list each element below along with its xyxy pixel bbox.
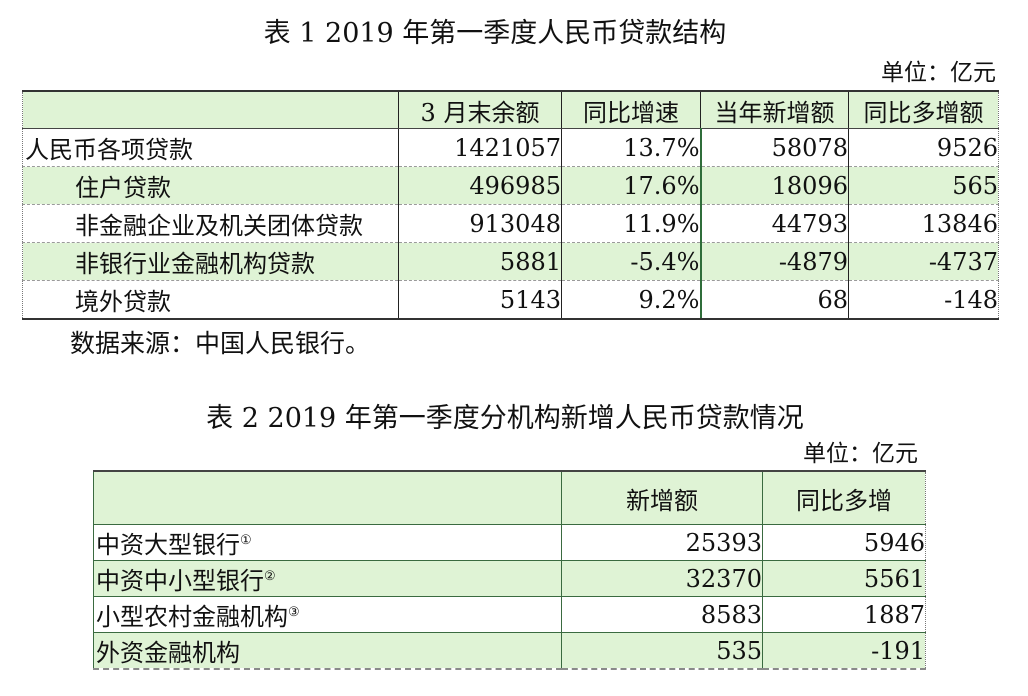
cell-balance: 913048	[398, 204, 562, 243]
table1-title: 表 1 2019 年第一季度人民币贷款结构	[263, 18, 727, 49]
row-name: 境外贷款	[22, 280, 399, 320]
cell-new: 8583	[561, 596, 763, 633]
cell-new: 32370	[561, 560, 763, 597]
cell-new: -4879	[700, 242, 849, 281]
cell-yoy-more: 5946	[762, 524, 926, 561]
cell-growth: 9.2%	[561, 280, 702, 320]
footnote-marker: ①	[240, 533, 252, 548]
row-name: 中资大型银行①	[93, 524, 562, 561]
cell-new: 25393	[561, 524, 763, 561]
table-row: 人民币各项贷款 1421057 13.7% 58078 9526	[22, 128, 999, 167]
table1-source: 数据来源：中国人民银行。	[70, 329, 371, 358]
cell-balance: 5143	[398, 280, 562, 320]
table1-header-row: 3 月末余额 同比增速 当年新增额 同比多增额	[22, 90, 999, 129]
table2-header-row: 新增额 同比多增	[93, 470, 926, 525]
table1-header-growth: 同比增速	[561, 90, 701, 129]
cell-growth: 13.7%	[561, 128, 702, 167]
cell-new: 18096	[700, 166, 849, 205]
row-name-text: 中资大型银行	[96, 531, 240, 559]
table2: 新增额 同比多增 中资大型银行① 25393 5946 中资中小型银行② 323…	[93, 470, 926, 670]
table-row: 外资金融机构 535 -191	[93, 632, 926, 670]
table1-header-yoy-more: 同比多增额	[848, 90, 999, 129]
cell-balance: 496985	[398, 166, 562, 205]
table-row: 中资大型银行① 25393 5946	[93, 524, 926, 561]
table1-unit: 单位：亿元	[881, 60, 996, 86]
row-name: 中资中小型银行②	[93, 560, 562, 597]
table1-header-blank	[22, 90, 399, 129]
cell-new: 68	[700, 280, 849, 320]
cell-yoy-more: 1887	[762, 596, 926, 633]
cell-growth: 17.6%	[561, 166, 702, 205]
row-name: 外资金融机构	[93, 632, 562, 670]
cell-yoy-more: 9526	[848, 128, 999, 167]
cell-new: 44793	[700, 204, 849, 243]
cell-yoy-more: -191	[762, 632, 926, 670]
table-row: 境外贷款 5143 9.2% 68 -148	[22, 280, 999, 320]
row-name: 非金融企业及机关团体贷款	[22, 204, 399, 243]
row-name-text: 小型农村金融机构	[96, 603, 288, 631]
table2-header-blank	[93, 470, 562, 525]
table1-header-new: 当年新增额	[700, 90, 849, 129]
cell-yoy-more: -148	[848, 280, 999, 320]
table2-title: 表 2 2019 年第一季度分机构新增人民币贷款情况	[206, 403, 804, 434]
cell-yoy-more: -4737	[848, 242, 999, 281]
table-row: 中资中小型银行② 32370 5561	[93, 560, 926, 597]
cell-balance: 1421057	[398, 128, 562, 167]
cell-yoy-more: 13846	[848, 204, 999, 243]
table-row: 住户贷款 496985 17.6% 18096 565	[22, 166, 999, 205]
cell-growth: -5.4%	[561, 242, 702, 281]
cell-new: 58078	[700, 128, 849, 167]
row-name-text: 中资中小型银行	[96, 567, 264, 595]
row-name: 非银行业金融机构贷款	[22, 242, 399, 281]
cell-growth: 11.9%	[561, 204, 702, 243]
table1-header-balance: 3 月末余额	[398, 90, 562, 129]
row-name: 人民币各项贷款	[22, 128, 399, 167]
cell-yoy-more: 5561	[762, 560, 926, 597]
table1: 3 月末余额 同比增速 当年新增额 同比多增额 人民币各项贷款 1421057 …	[22, 90, 999, 320]
table-row: 小型农村金融机构③ 8583 1887	[93, 596, 926, 633]
table-row: 非金融企业及机关团体贷款 913048 11.9% 44793 13846	[22, 204, 999, 243]
footnote-marker: ③	[288, 605, 300, 620]
table2-header-new: 新增额	[561, 470, 763, 525]
table2-unit: 单位：亿元	[803, 441, 918, 467]
row-name: 住户贷款	[22, 166, 399, 205]
row-name-text: 外资金融机构	[96, 639, 240, 667]
cell-yoy-more: 565	[848, 166, 999, 205]
cell-new: 535	[561, 632, 763, 670]
cell-balance: 5881	[398, 242, 562, 281]
row-name: 小型农村金融机构③	[93, 596, 562, 633]
footnote-marker: ②	[264, 569, 276, 584]
table2-header-yoy-more: 同比多增	[762, 470, 926, 525]
table-row: 非银行业金融机构贷款 5881 -5.4% -4879 -4737	[22, 242, 999, 281]
